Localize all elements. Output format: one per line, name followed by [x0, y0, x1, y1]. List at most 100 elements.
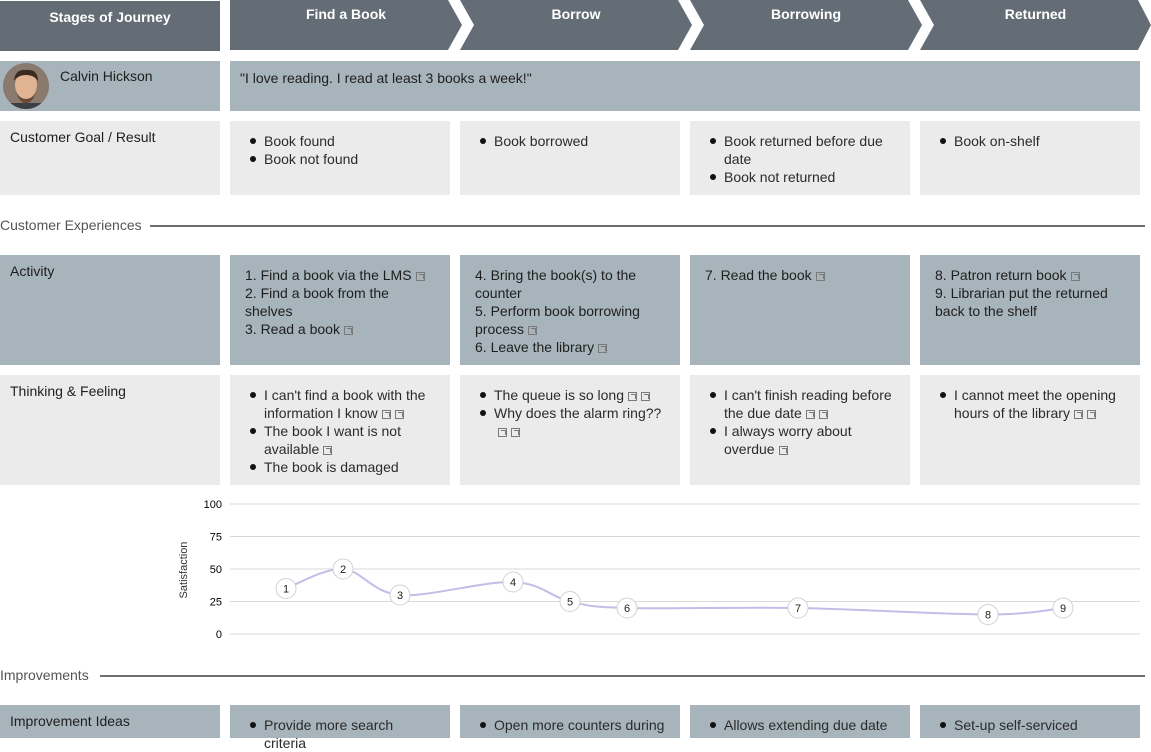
thinking-cell-borrowing: I can't finish reading before the due da…: [690, 375, 910, 485]
edit-icon[interactable]: [498, 428, 507, 437]
activity-item[interactable]: 4. Bring the book(s) to the counter: [475, 267, 637, 301]
data-point[interactable]: [502, 571, 524, 593]
activity-item[interactable]: 9. Librarian put the returned back to th…: [935, 285, 1108, 319]
link-icon[interactable]: [1070, 272, 1080, 281]
list-item: The queue is so long: [460, 386, 666, 404]
data-point-label: 1: [283, 584, 289, 596]
stage-label: Borrowing: [771, 6, 841, 22]
activity-item[interactable]: 2. Find a book from the shelves: [245, 285, 389, 319]
link-icon[interactable]: [511, 428, 520, 437]
activity-row-label: Activity: [0, 255, 220, 365]
stage-label: Borrow: [551, 6, 601, 22]
activity-item[interactable]: 8. Patron return book: [935, 266, 1130, 284]
data-point[interactable]: [977, 604, 999, 625]
thinking-cell-returned: I cannot meet the opening hours of the l…: [920, 375, 1140, 485]
goal-cell-borrowing: Book returned before due date Book not r…: [690, 121, 910, 195]
list-item: Book not returned: [690, 168, 896, 186]
link-icon[interactable]: [778, 446, 788, 455]
data-point[interactable]: [332, 558, 354, 580]
edit-icon[interactable]: [1073, 410, 1083, 419]
stage-borrowing[interactable]: Borrowing: [690, 0, 922, 50]
data-point[interactable]: [559, 591, 581, 612]
goal-cell-borrow: Book borrowed: [460, 121, 680, 195]
list-item: Open more counters during: [460, 716, 666, 734]
thinking-cell-borrow: The queue is so long Why does the alarm …: [460, 375, 680, 485]
list-item: Book not found: [230, 150, 436, 168]
persona-quote: "I love reading. I read at least 3 books…: [230, 61, 1140, 111]
data-point-label: 4: [510, 577, 516, 589]
list-item: The book I want is not available: [230, 422, 436, 458]
link-icon[interactable]: [818, 410, 828, 419]
link-icon[interactable]: [815, 272, 825, 281]
list-item: Allows extending due date: [690, 716, 896, 734]
persona-cell: Calvin Hickson: [0, 61, 220, 111]
stages-of-journey-header: Stages of Journey: [0, 1, 220, 51]
data-point[interactable]: [787, 597, 809, 619]
edit-icon[interactable]: [323, 446, 333, 455]
goal-cell-find: Book found Book not found: [230, 121, 450, 195]
stage-returned[interactable]: Returned: [920, 0, 1151, 50]
stages-label: Stages of Journey: [49, 9, 171, 25]
list-item: I always worry about overdue: [690, 422, 896, 458]
y-axis-label: Satisfaction: [178, 542, 190, 599]
activity-cell-returned: 8. Patron return book 9. Librarian put t…: [920, 255, 1140, 365]
data-point-label: 3: [397, 590, 403, 602]
stage-label: Find a Book: [305, 6, 387, 22]
list-item: I cannot meet the opening hours of the l…: [920, 386, 1126, 422]
y-tick-label: 50: [210, 564, 222, 576]
y-tick-label: 25: [210, 597, 222, 609]
list-item: The book is damaged: [230, 458, 436, 476]
link-icon[interactable]: [343, 326, 353, 335]
activity-item[interactable]: 7. Read the book: [705, 266, 900, 284]
avatar: [3, 63, 49, 109]
activity-cell-borrow: 4. Bring the book(s) to the counter 5. P…: [460, 255, 680, 365]
improvement-cell-returned: Set-up self-serviced: [920, 705, 1140, 738]
data-point-label: 8: [985, 610, 991, 622]
stage-label: Returned: [1004, 6, 1067, 22]
edit-icon[interactable]: [627, 392, 637, 401]
activity-item[interactable]: 5. Perform book borrowing process: [475, 303, 640, 337]
edit-icon[interactable]: [381, 410, 391, 419]
activity-item[interactable]: 1. Find a book via the LMS: [245, 266, 440, 284]
link-icon[interactable]: [394, 410, 404, 419]
data-point[interactable]: [1052, 597, 1074, 619]
goal-cell-returned: Book on-shelf: [920, 121, 1140, 195]
data-point-label: 9: [1060, 603, 1066, 615]
activity-item[interactable]: 3. Read a book: [245, 320, 440, 338]
data-point-label: 2: [340, 564, 346, 576]
activity-item[interactable]: 6. Leave the library: [475, 338, 670, 356]
y-tick-label: 0: [216, 629, 222, 641]
link-icon[interactable]: [640, 392, 650, 401]
list-item: I can't find a book with the information…: [230, 386, 436, 422]
list-item: Provide more search criteria: [230, 716, 436, 752]
data-point[interactable]: [616, 597, 638, 619]
link-icon[interactable]: [528, 326, 538, 335]
data-point-label: 5: [567, 597, 573, 609]
list-item: Book found: [230, 132, 436, 150]
y-tick-label: 100: [204, 499, 222, 511]
data-point[interactable]: [389, 584, 411, 606]
section-title-improvements: Improvements: [0, 667, 97, 683]
data-point[interactable]: [275, 578, 297, 599]
satisfaction-line: [285, 567, 1064, 616]
activity-cell-find: 1. Find a book via the LMS 2. Find a boo…: [230, 255, 450, 365]
list-item: Book on-shelf: [920, 132, 1126, 150]
satisfaction-chart: 0 25 50 75 100 Satisfaction 1 2 3 4 5 6 7 8 9: [178, 499, 1140, 641]
link-icon[interactable]: [415, 272, 425, 281]
list-item: Book returned before due date: [690, 132, 896, 168]
list-item: Set-up self-serviced: [920, 716, 1126, 734]
stage-borrow[interactable]: Borrow: [460, 0, 692, 50]
improvement-cell-borrowing: Allows extending due date: [690, 705, 910, 738]
improvement-cell-find: Provide more search criteria: [230, 705, 450, 751]
edit-icon[interactable]: [805, 410, 815, 419]
link-icon[interactable]: [1086, 410, 1096, 419]
link-icon[interactable]: [598, 344, 608, 353]
persona-name: Calvin Hickson: [60, 68, 153, 84]
section-title-experiences: Customer Experiences: [0, 217, 150, 233]
section-divider: [150, 225, 1145, 227]
data-point-label: 7: [795, 603, 801, 615]
list-item: Why does the alarm ring??: [460, 404, 666, 440]
stage-find-a-book[interactable]: Find a Book: [230, 0, 462, 50]
goal-row-label: Customer Goal / Result: [0, 121, 220, 195]
improvement-row-label: Improvement Ideas: [0, 705, 220, 738]
